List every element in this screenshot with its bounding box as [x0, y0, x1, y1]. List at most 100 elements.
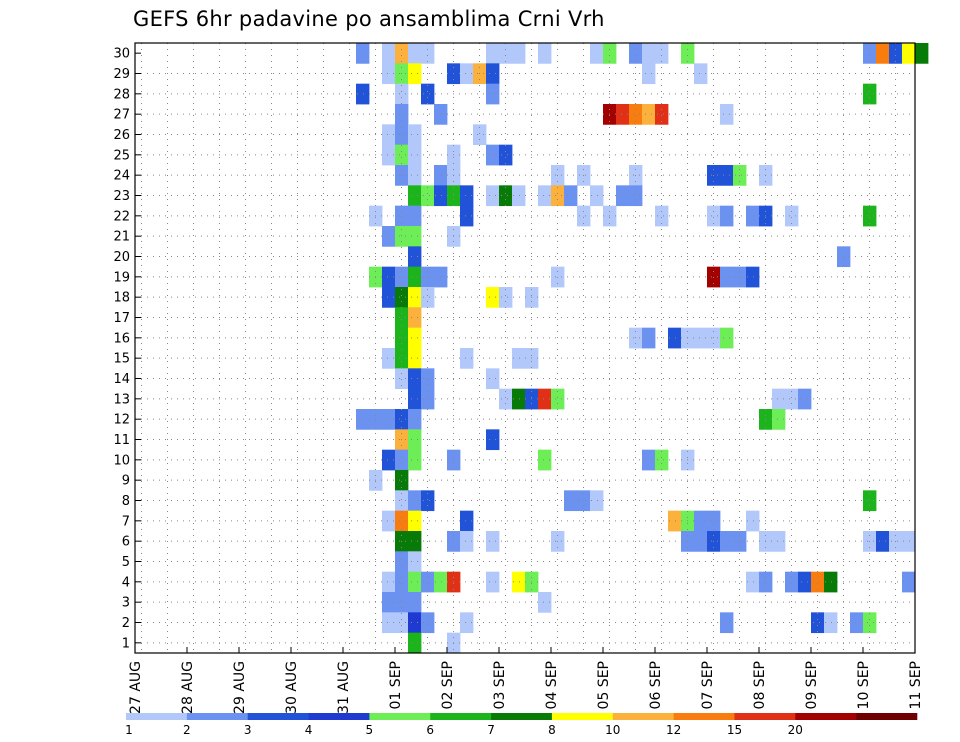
heatmap-cell	[499, 388, 513, 410]
heatmap-cell	[382, 144, 396, 166]
heatmap-cell	[421, 612, 435, 634]
y-tick-label: 2	[122, 616, 130, 631]
heatmap-cell	[785, 205, 799, 227]
heatmap-cell	[486, 185, 500, 207]
heatmap-cell	[395, 592, 409, 613]
y-tick-label: 14	[113, 372, 130, 387]
y-tick-label: 23	[113, 189, 130, 204]
heatmap-cell	[538, 185, 552, 207]
heatmap-cell	[551, 185, 565, 207]
heatmap-cell	[421, 83, 435, 105]
heatmap-cell	[434, 165, 448, 186]
heatmap-cell	[421, 490, 435, 512]
heatmap-cell	[863, 43, 877, 64]
x-tick-label: 29 AUG	[232, 661, 248, 714]
heatmap-cell	[486, 287, 500, 308]
heatmap-cell	[395, 104, 409, 125]
heatmap-cell	[629, 327, 643, 349]
heatmap-cell	[499, 185, 513, 207]
y-tick-label: 7	[122, 514, 130, 529]
heatmap-cell	[538, 388, 552, 410]
heatmap-cell	[408, 510, 422, 532]
heatmap-cell	[486, 531, 500, 552]
heatmap-cell	[408, 63, 422, 85]
colorbar-swatch	[369, 713, 431, 720]
heatmap-cell	[460, 510, 474, 532]
heatmap-cell	[499, 144, 513, 166]
y-tick-label: 19	[113, 270, 130, 285]
x-tick-label: 10 SEP	[856, 661, 872, 709]
colorbar-swatch	[308, 713, 370, 720]
colorbar: 1 2 3 4 5 6 7 8 10 12 15 20	[125, 713, 918, 737]
y-tick-label: 27	[113, 108, 130, 123]
heatmap-cell	[512, 185, 526, 207]
heatmap-cell	[512, 348, 526, 369]
y-tick-label: 16	[113, 331, 130, 346]
heatmap-cell	[902, 43, 916, 64]
heatmap-cell	[382, 571, 396, 593]
heatmap-cell	[486, 368, 500, 390]
heatmap-cell	[889, 43, 903, 64]
heatmap-cell	[395, 348, 409, 369]
heatmap-cell	[876, 531, 890, 552]
heatmap-cell	[382, 612, 396, 634]
heatmap-cell	[512, 388, 526, 410]
heatmap-cell	[512, 43, 526, 64]
heatmap-cell	[785, 388, 799, 410]
heatmap-cell	[681, 43, 695, 64]
heatmap-cell	[460, 63, 474, 85]
heatmap-cell	[408, 409, 422, 430]
colorbar-swatch	[734, 713, 796, 720]
heatmap-cell	[564, 185, 578, 207]
heatmap-cell	[811, 612, 825, 634]
colorbar-tick-label: 10	[605, 723, 620, 737]
heatmap-cell	[473, 124, 487, 146]
heatmap-cell	[382, 348, 396, 369]
y-axis-ticks: 1234567891011121314151617181920212223242…	[113, 47, 141, 651]
heatmap-cell	[694, 63, 708, 85]
heatmap-cell	[915, 43, 929, 64]
heatmap-cell	[486, 429, 500, 451]
y-tick-label: 10	[113, 453, 130, 468]
heatmap-cell	[824, 612, 838, 634]
heatmap-cell	[642, 43, 656, 64]
heatmap-cell	[395, 612, 409, 634]
heatmap-cell	[434, 185, 448, 207]
heatmap-cell	[408, 226, 422, 247]
heatmap-cell	[408, 531, 422, 552]
heatmap-cell	[590, 185, 604, 207]
heatmap-cell	[603, 43, 617, 64]
x-tick-label: 09 SEP	[804, 661, 820, 709]
heatmap-cell	[434, 104, 448, 125]
heatmap-cell	[772, 531, 786, 552]
heatmap-cell	[538, 592, 552, 613]
plot-frame	[134, 42, 916, 654]
heatmap-cell	[395, 83, 409, 105]
y-tick-label: 6	[122, 535, 130, 550]
heatmap-cell	[694, 327, 708, 349]
heatmap-cell	[395, 551, 409, 573]
heatmap-cell	[421, 287, 435, 308]
y-tick-label: 18	[113, 291, 130, 306]
heatmap-cell	[668, 327, 682, 349]
heatmap-cell	[863, 83, 877, 105]
colorbar-tick-label: 20	[788, 723, 803, 737]
heatmap-cell	[590, 490, 604, 512]
colorbar-swatch	[856, 713, 918, 720]
y-tick-label: 30	[113, 47, 130, 62]
heatmap-cell	[408, 43, 422, 64]
heatmap-cell	[434, 571, 448, 593]
heatmap-cell	[382, 287, 396, 308]
heatmap-cell	[720, 104, 734, 125]
y-tick-label: 8	[122, 494, 130, 509]
heatmap-cell	[382, 449, 396, 471]
x-tick-label: 01 SEP	[388, 661, 404, 709]
heatmap-cell	[382, 409, 396, 430]
y-tick-label: 21	[113, 230, 130, 245]
heatmap-cell	[460, 185, 474, 207]
heatmap-cell	[408, 632, 422, 654]
heatmap-cell	[720, 327, 734, 349]
x-tick-label: 28 AUG	[180, 661, 196, 714]
heatmap-cell	[408, 124, 422, 146]
